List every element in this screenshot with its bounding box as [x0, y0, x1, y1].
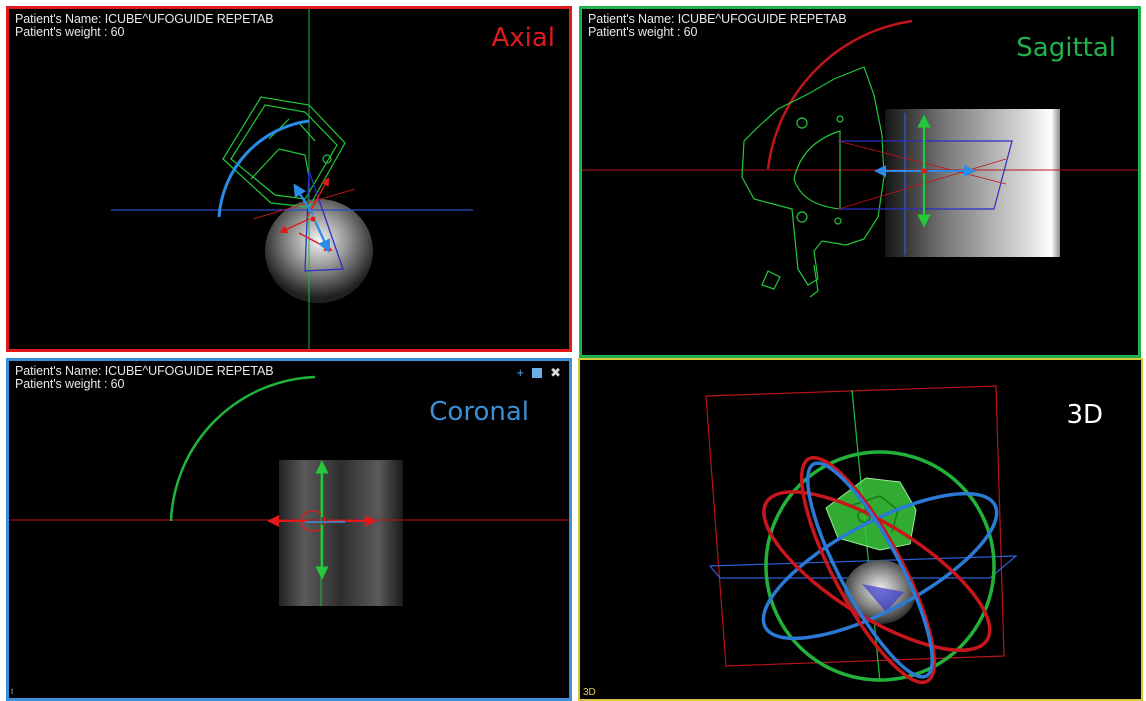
square-layout-icon[interactable]: [532, 368, 543, 378]
tools-icon[interactable]: ✖: [550, 365, 561, 380]
patient-info: Patient's Name: ICUBE^UFOGUIDE REPETAB P…: [588, 12, 847, 39]
corner-label-3d: 3D: [583, 687, 596, 698]
3d-viewport[interactable]: 3D 3D: [578, 358, 1143, 701]
patient-weight: Patient's weight : 60: [588, 25, 698, 39]
axial-viewport[interactable]: Patient's Name: ICUBE^UFOGUIDE REPETAB P…: [6, 6, 572, 352]
view-label-coronal: Coronal: [429, 397, 529, 427]
view-label-3d: 3D: [1066, 400, 1103, 430]
sagittal-image[interactable]: [582, 9, 1138, 355]
axial-image[interactable]: [9, 9, 569, 349]
3d-render[interactable]: [580, 360, 1141, 699]
viewport-toolbar: + ✖: [516, 365, 562, 380]
patient-info: Patient's Name: ICUBE^UFOGUIDE REPETAB P…: [15, 364, 274, 391]
coronal-viewport[interactable]: Patient's Name: ICUBE^UFOGUIDE REPETAB P…: [6, 358, 572, 701]
view-label-axial: Axial: [491, 23, 555, 53]
plus-icon[interactable]: +: [516, 365, 525, 380]
view-label-sagittal: Sagittal: [1016, 33, 1116, 63]
patient-name: Patient's Name: ICUBE^UFOGUIDE REPETAB: [588, 12, 847, 26]
patient-info: Patient's Name: ICUBE^UFOGUIDE REPETAB P…: [15, 12, 274, 39]
corner-marker: t: [11, 687, 14, 696]
coronal-image[interactable]: [9, 361, 569, 698]
patient-weight: Patient's weight : 60: [15, 25, 125, 39]
patient-name: Patient's Name: ICUBE^UFOGUIDE REPETAB: [15, 364, 274, 378]
sagittal-viewport[interactable]: Patient's Name: ICUBE^UFOGUIDE REPETAB P…: [579, 6, 1141, 358]
patient-name: Patient's Name: ICUBE^UFOGUIDE REPETAB: [15, 12, 274, 26]
patient-weight: Patient's weight : 60: [15, 377, 125, 391]
